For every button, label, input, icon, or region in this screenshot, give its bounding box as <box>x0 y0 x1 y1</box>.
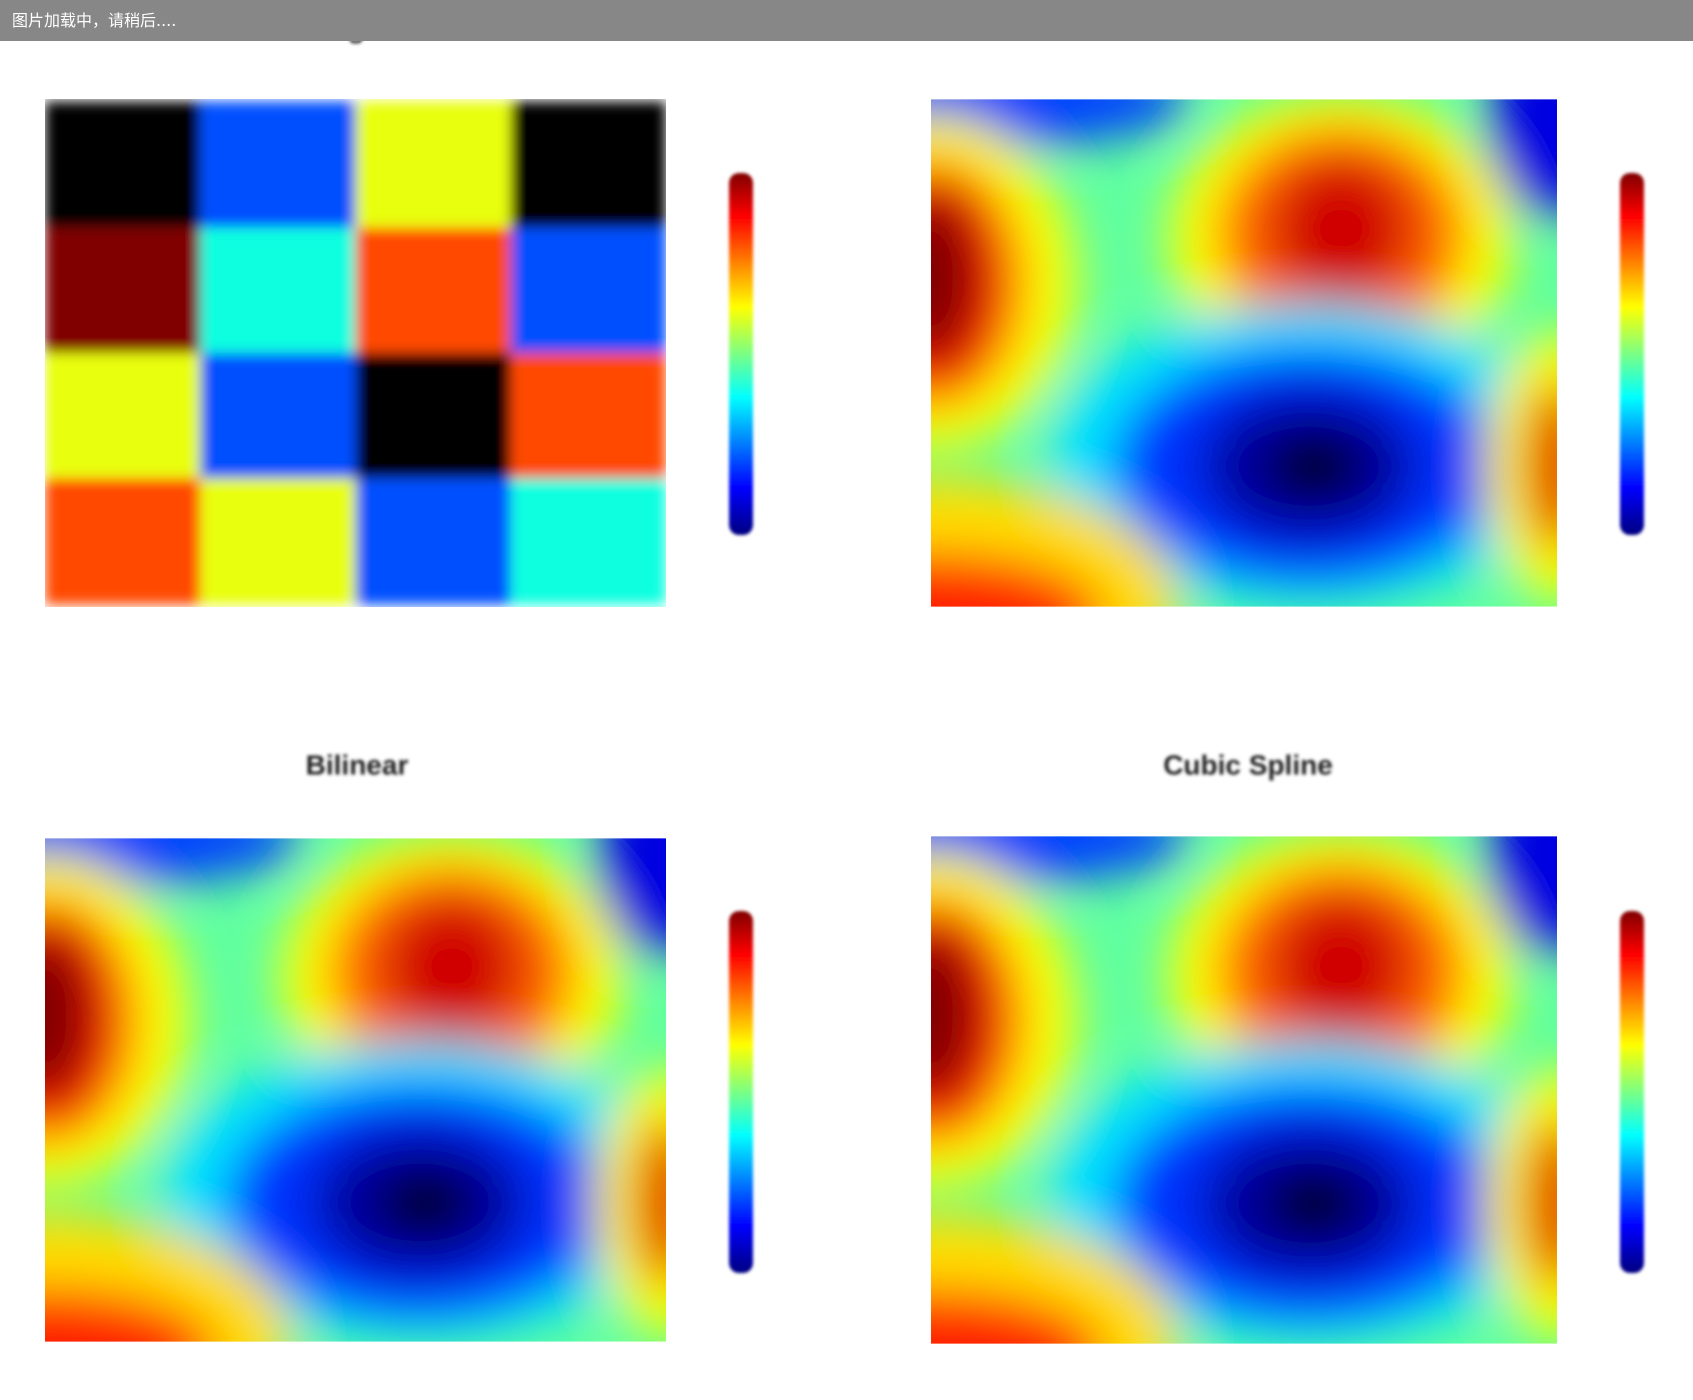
loading-bar: 图片加载中，请稍后.... <box>0 0 1693 41</box>
colorbar <box>1620 911 1644 1273</box>
heatmap-image <box>0 763 736 1400</box>
heatmap-image <box>45 101 666 604</box>
heatmap-image <box>683 24 1627 736</box>
panel-title: Bilinear <box>306 749 409 780</box>
loading-text: 图片加载中，请稍后.... <box>12 11 177 30</box>
heatmap-image <box>683 761 1627 1400</box>
panel-title: Cubic Spline <box>1163 749 1333 780</box>
colorbar <box>1620 173 1644 535</box>
colorbar <box>729 173 753 535</box>
colorbar <box>729 911 753 1273</box>
